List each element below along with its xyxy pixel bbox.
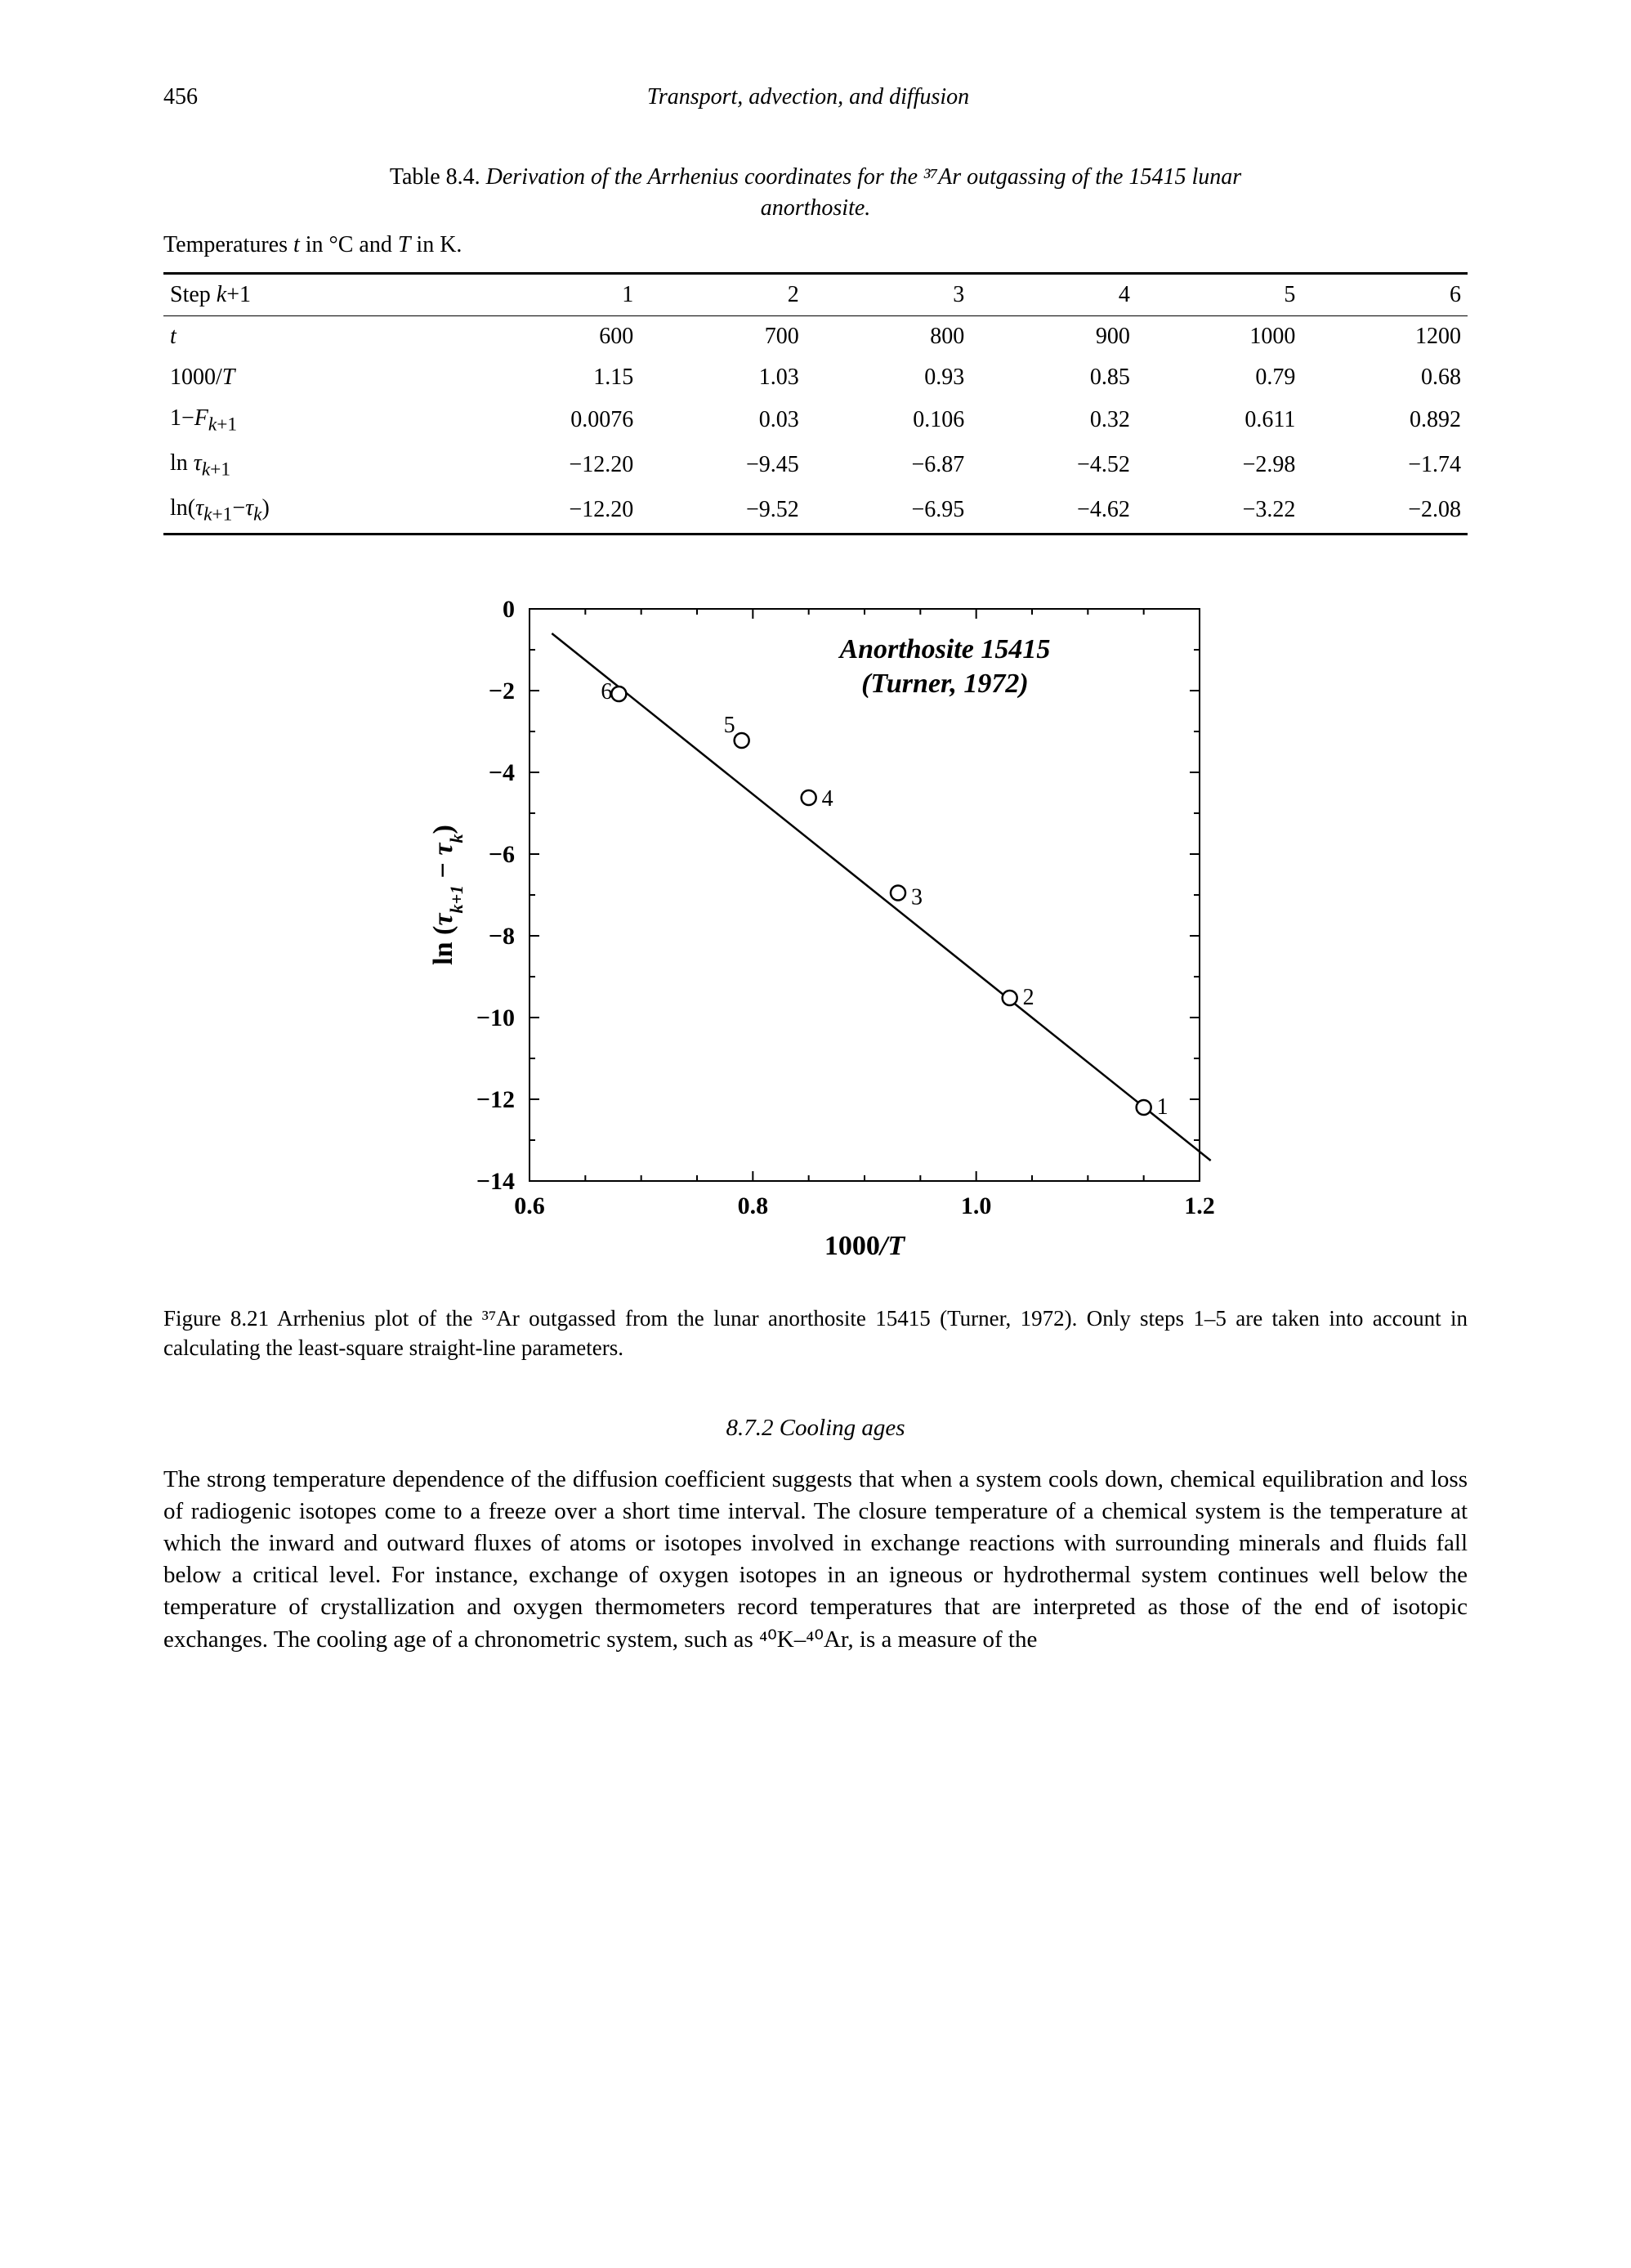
table-cell: −4.62 [971,488,1137,535]
chart-svg: 0.6 0.8 1.0 1.2 0 −2 −4 −6 −8 −10 −12 −14 1 2 3 4 5 6 Anor… [407,593,1224,1271]
table-cell: 0.68 [1302,357,1468,398]
table-caption: Table 8.4. Derivation of the Arrhenius c… [163,162,1468,224]
table-cell: −3.22 [1137,488,1303,535]
svg-text:−6: −6 [489,841,515,868]
figure-caption: Figure 8.21 Arrhenius plot of the ³⁷Ar o… [163,1304,1468,1363]
table-note: Temperatures t in °C and T in K. [163,230,1468,261]
table-cell: −12.20 [446,488,641,535]
table-cell: 1.03 [640,357,806,398]
table-cell: 0.03 [640,398,806,443]
table-row-label: ln τk+1 [163,443,446,488]
table-cell: 1200 [1302,315,1468,356]
table-cell: −4.52 [971,443,1137,488]
data-table: Step k+1 1 2 3 4 5 6 t 600 700 800 900 1… [163,272,1468,535]
table-cell: −1.74 [1302,443,1468,488]
table-row-label: 1000/T [163,357,446,398]
svg-text:0.8: 0.8 [738,1192,769,1219]
svg-text:6: 6 [601,679,612,705]
table-row-label: ln(τk+1−τk) [163,488,446,535]
table-cell: 0.892 [1302,398,1468,443]
table-row: t 600 700 800 900 1000 1200 [163,315,1468,356]
svg-text:2: 2 [1023,985,1034,1010]
svg-text:−4: −4 [489,759,515,786]
table-cell: 1000 [1137,315,1303,356]
table-cell: −6.87 [806,443,972,488]
table-cell: 600 [446,315,641,356]
table-row-label: 1−Fk+1 [163,398,446,443]
table-header-cell: 6 [1302,274,1468,316]
svg-text:ln (τk+1 − τk): ln (τk+1 − τk) [428,825,467,965]
table-row-label: t [163,315,446,356]
svg-text:−14: −14 [476,1168,515,1195]
section-heading: 8.7.2 Cooling ages [163,1412,1468,1444]
table-cell: 700 [640,315,806,356]
page-number: 456 [163,82,198,113]
svg-text:(Turner, 1972): (Turner, 1972) [861,669,1029,699]
table-cell: 900 [971,315,1137,356]
table-cell: 1.15 [446,357,641,398]
svg-text:−10: −10 [476,1004,515,1031]
table-header-cell: 4 [971,274,1137,316]
table-cell: 0.106 [806,398,972,443]
table-caption-label: Table 8.4. [390,164,486,190]
table-cell: −9.52 [640,488,806,535]
table-row: 1−Fk+1 0.0076 0.03 0.106 0.32 0.611 0.89… [163,398,1468,443]
table-header-row: Step k+1 1 2 3 4 5 6 [163,274,1468,316]
svg-text:1.0: 1.0 [961,1192,992,1219]
running-head: Transport, advection, and diffusion [647,82,969,113]
svg-text:0: 0 [503,596,515,623]
table-cell: 0.93 [806,357,972,398]
table-cell: −2.08 [1302,488,1468,535]
table-cell: 800 [806,315,972,356]
table-cell: 0.85 [971,357,1137,398]
svg-text:5: 5 [724,713,735,738]
svg-text:4: 4 [822,786,833,812]
table-cell: −6.95 [806,488,972,535]
table-cell: 0.32 [971,398,1137,443]
table-caption-title-2: anorthosite. [761,195,871,221]
arrhenius-chart: 0.6 0.8 1.0 1.2 0 −2 −4 −6 −8 −10 −12 −14 1 2 3 4 5 6 Anor… [407,593,1224,1271]
table-header-cell: 2 [640,274,806,316]
svg-text:1: 1 [1157,1094,1169,1120]
table-cell: 0.0076 [446,398,641,443]
table-cell: 0.611 [1137,398,1303,443]
table-row: 1000/T 1.15 1.03 0.93 0.85 0.79 0.68 [163,357,1468,398]
table-header-cell: 1 [446,274,641,316]
table-header-cell: 5 [1137,274,1303,316]
svg-text:−12: −12 [476,1086,515,1113]
svg-text:1000/T: 1000/T [824,1231,905,1261]
table-header-cell: 3 [806,274,972,316]
table-cell: 0.79 [1137,357,1303,398]
svg-text:−8: −8 [489,923,515,950]
svg-text:0.6: 0.6 [514,1192,545,1219]
table-row: ln τk+1 −12.20 −9.45 −6.87 −4.52 −2.98 −… [163,443,1468,488]
table-cell: −2.98 [1137,443,1303,488]
svg-text:−2: −2 [489,678,515,705]
svg-text:3: 3 [911,884,923,910]
svg-text:Anorthosite 15415: Anorthosite 15415 [838,634,1050,664]
body-paragraph: The strong temperature dependence of the… [163,1464,1468,1656]
table-caption-title-1: Derivation of the Arrhenius coordinates … [486,164,1241,190]
table-cell: −12.20 [446,443,641,488]
svg-text:1.2: 1.2 [1184,1192,1215,1219]
page-header: 456 Transport, advection, and diffusion [163,82,1468,113]
table-row: ln(τk+1−τk) −12.20 −9.52 −6.95 −4.62 −3.… [163,488,1468,535]
table-header-cell: Step k+1 [163,274,446,316]
table-cell: −9.45 [640,443,806,488]
